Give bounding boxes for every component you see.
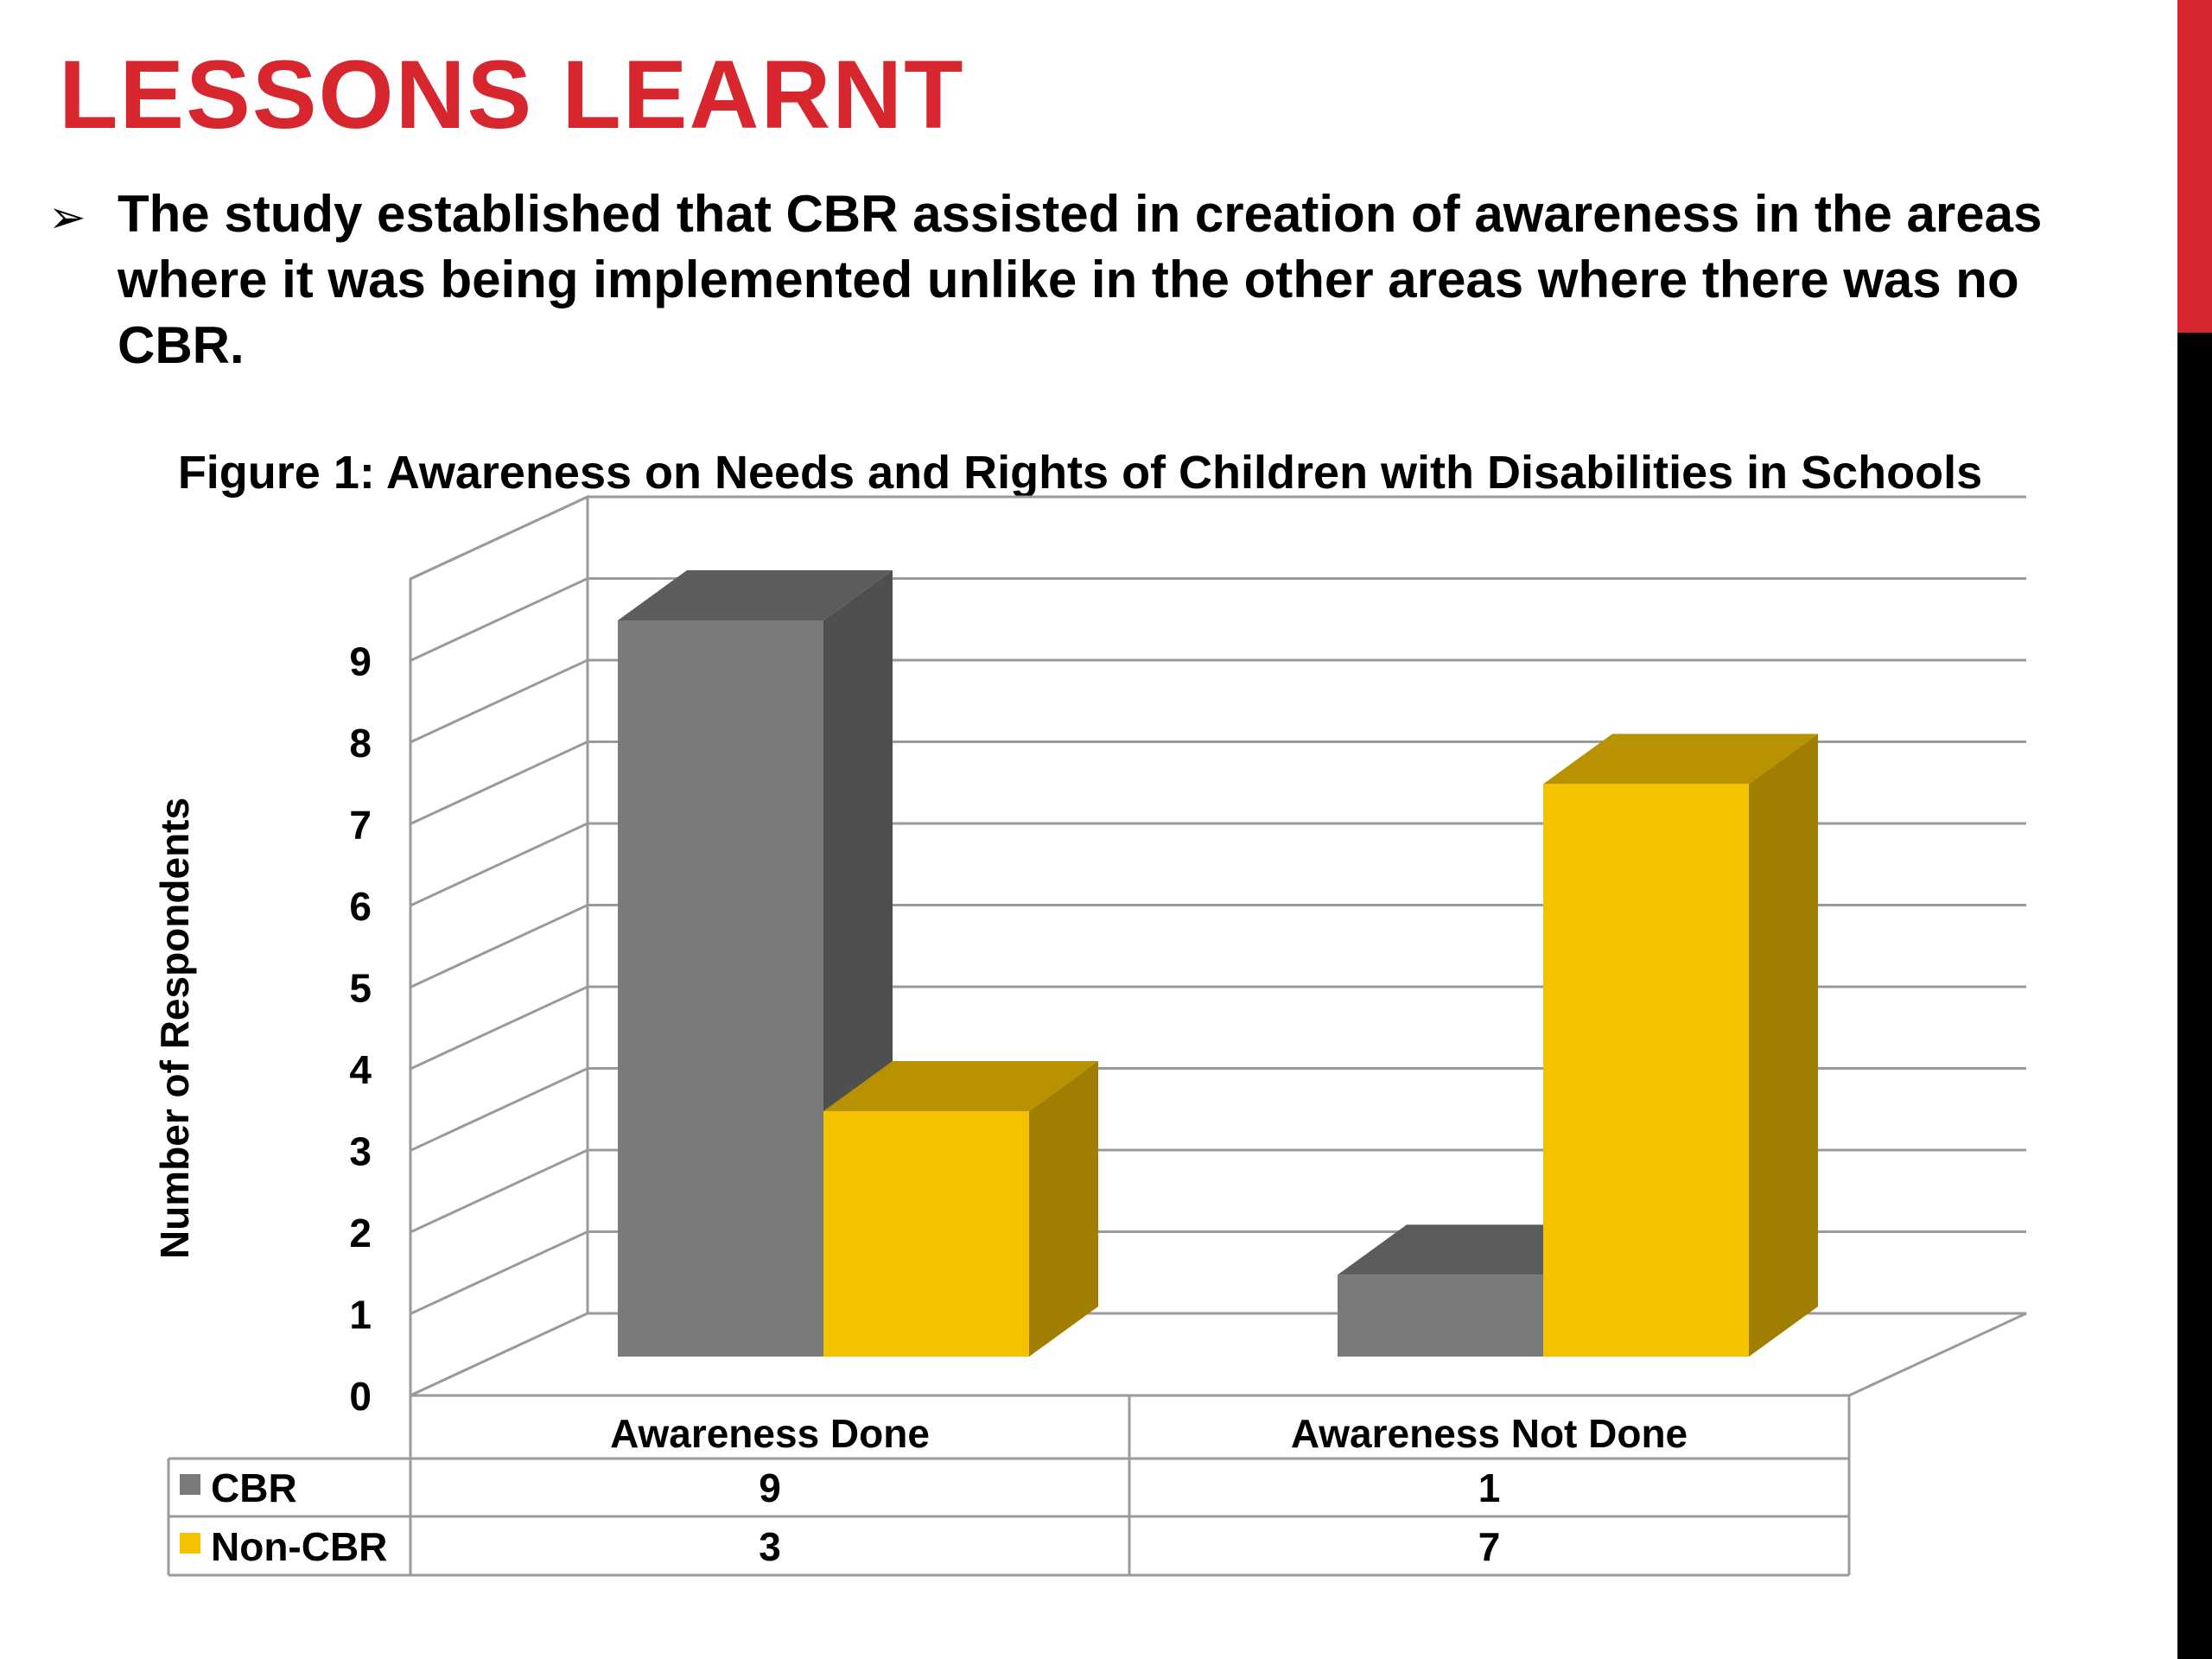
gridline (410, 741, 2026, 825)
y-tick-label: 0 (349, 1374, 372, 1419)
gridline (410, 658, 2026, 744)
accent-bar-black (2177, 333, 2212, 1659)
accent-bar-red (2177, 0, 2212, 333)
legend-swatch-non-cbr (180, 1533, 200, 1554)
slide-title: LESSONS LEARNT (59, 41, 965, 149)
x-tick-label: Awareness Not Done (1291, 1411, 1688, 1456)
bar-cbr-0 (618, 620, 823, 1357)
bullet-text: The study established that CBR assisted … (118, 185, 2043, 374)
gridline (410, 495, 2026, 581)
bar-top-non-cbr-0 (823, 1061, 1098, 1111)
data-table-value: 7 (1478, 1524, 1501, 1569)
legend-swatch-cbr (180, 1474, 200, 1495)
bar-side-non-cbr-1 (1749, 734, 1818, 1357)
y-tick-label: 3 (349, 1129, 372, 1174)
bar-top-cbr-0 (618, 570, 893, 620)
bar-non-cbr-1 (1543, 784, 1749, 1357)
y-tick-label: 4 (349, 1047, 372, 1092)
bar-side-non-cbr-0 (1029, 1061, 1098, 1357)
legend-label: CBR (211, 1465, 297, 1510)
y-tick-label: 1 (349, 1293, 372, 1338)
legend-label: Non-CBR (211, 1524, 387, 1569)
gridline (410, 577, 2026, 662)
arrow-bullet-icon: ➢ (48, 193, 86, 243)
y-axis-label: Number of Respondents (152, 798, 197, 1259)
data-table-value: 9 (759, 1465, 781, 1510)
bar-top-non-cbr-1 (1543, 734, 1818, 785)
y-tick-label: 5 (349, 966, 372, 1011)
data-table-value: 3 (759, 1524, 781, 1569)
y-tick-label: 6 (349, 884, 372, 929)
y-tick-label: 2 (349, 1211, 372, 1255)
x-tick-label: Awareness Done (610, 1411, 930, 1456)
y-tick-label: 8 (349, 721, 372, 766)
bar-non-cbr-0 (823, 1111, 1029, 1357)
y-tick-label: 7 (349, 803, 372, 848)
bar-cbr-1 (1338, 1274, 1543, 1357)
y-tick-label: 9 (349, 639, 372, 684)
chart-title: Figure 1: Awareness on Needs and Rights … (178, 447, 1982, 499)
data-table-value: 1 (1478, 1465, 1501, 1510)
